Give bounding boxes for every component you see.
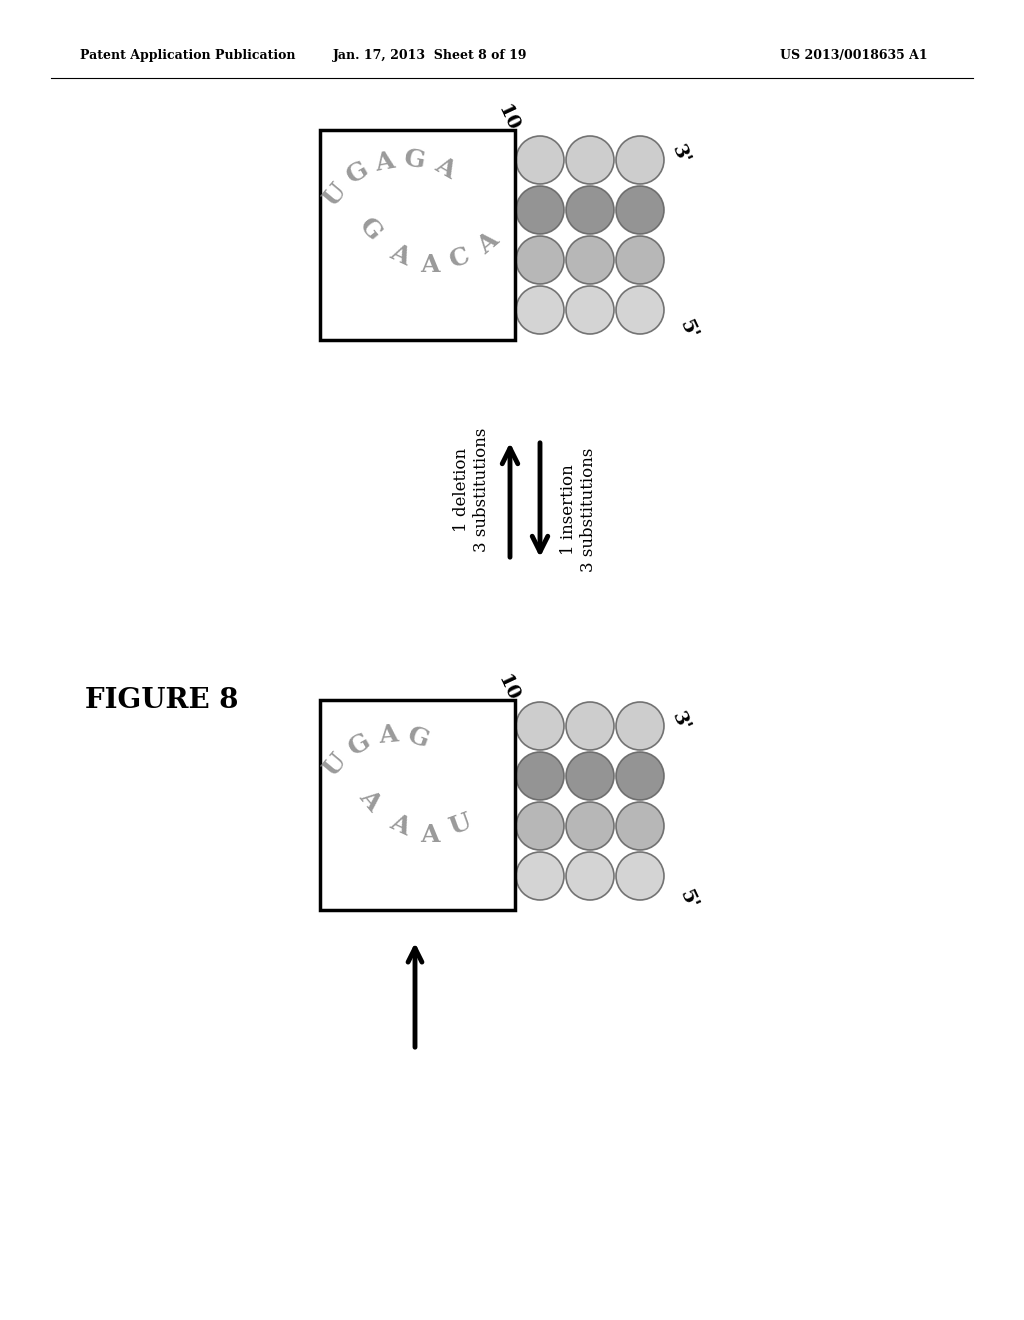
Text: 5': 5' <box>676 317 700 343</box>
Text: G: G <box>403 723 432 752</box>
Circle shape <box>566 702 614 750</box>
Circle shape <box>566 803 614 850</box>
Circle shape <box>566 851 614 900</box>
Text: 10: 10 <box>495 672 522 704</box>
Circle shape <box>566 236 614 284</box>
Text: A: A <box>430 153 460 183</box>
Circle shape <box>616 286 664 334</box>
Text: Jan. 17, 2013  Sheet 8 of 19: Jan. 17, 2013 Sheet 8 of 19 <box>333 49 527 62</box>
Text: US 2013/0018635 A1: US 2013/0018635 A1 <box>780 49 928 62</box>
Text: A: A <box>386 810 414 840</box>
Bar <box>319 700 515 909</box>
Text: A: A <box>377 722 398 748</box>
Text: U: U <box>445 810 474 840</box>
Text: G: G <box>343 157 374 189</box>
Circle shape <box>616 702 664 750</box>
Text: A: A <box>354 785 385 816</box>
Circle shape <box>516 702 564 750</box>
Bar <box>319 129 515 341</box>
Text: 3': 3' <box>668 143 692 168</box>
Text: A: A <box>386 240 414 271</box>
Circle shape <box>516 803 564 850</box>
Text: U: U <box>318 180 351 211</box>
Circle shape <box>616 851 664 900</box>
Circle shape <box>616 803 664 850</box>
Circle shape <box>516 236 564 284</box>
Circle shape <box>566 136 614 183</box>
Text: 5': 5' <box>676 887 700 912</box>
Text: Patent Application Publication: Patent Application Publication <box>80 49 296 62</box>
Circle shape <box>566 186 614 234</box>
Text: 10: 10 <box>495 102 522 135</box>
Text: G: G <box>354 214 386 246</box>
Text: A: A <box>420 253 439 277</box>
Circle shape <box>516 752 564 800</box>
Text: G: G <box>402 147 428 174</box>
Circle shape <box>616 186 664 234</box>
Circle shape <box>566 752 614 800</box>
Text: A: A <box>374 148 396 176</box>
Circle shape <box>516 136 564 183</box>
Text: FIGURE 8: FIGURE 8 <box>85 686 239 714</box>
Text: A: A <box>420 822 439 847</box>
Text: U: U <box>318 748 351 781</box>
Text: 1 insertion
3 substitutions: 1 insertion 3 substitutions <box>560 447 597 572</box>
Circle shape <box>516 286 564 334</box>
Circle shape <box>566 286 614 334</box>
Text: 3': 3' <box>668 709 692 735</box>
Circle shape <box>616 136 664 183</box>
Text: 1 deletion
3 substitutions: 1 deletion 3 substitutions <box>454 428 490 552</box>
Circle shape <box>616 236 664 284</box>
Text: A: A <box>473 227 503 259</box>
Circle shape <box>516 851 564 900</box>
Text: C: C <box>446 243 473 273</box>
Circle shape <box>516 186 564 234</box>
Circle shape <box>616 752 664 800</box>
Text: G: G <box>345 729 375 760</box>
